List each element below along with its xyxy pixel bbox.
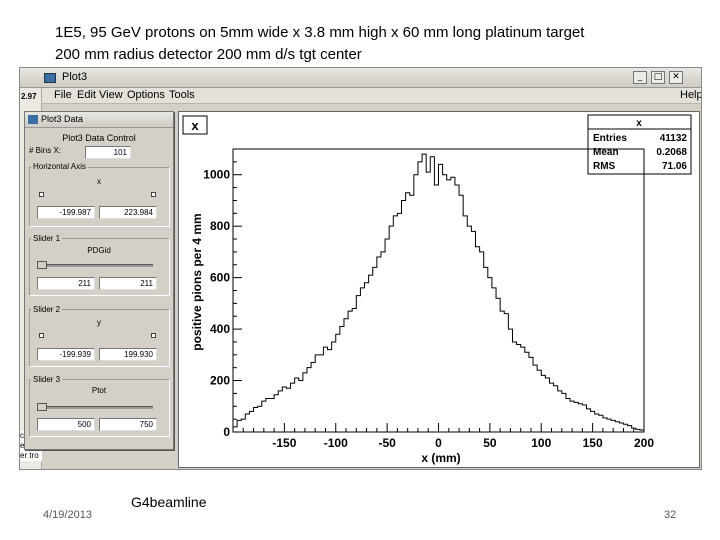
slider1-label: Slider 1 (31, 234, 63, 243)
plot-frame (232, 148, 645, 433)
horizontal-max-input[interactable]: 223.984 (99, 206, 157, 219)
x-tick-label: -100 (324, 436, 348, 450)
slider3-min-input[interactable]: 500 (37, 418, 95, 431)
background-window-text: 2.97 (21, 92, 37, 101)
horizontal-axis-group (29, 167, 170, 227)
slide-title-line-1: 1E5, 95 GeV protons on 5mm wide x 3.8 mm… (55, 24, 585, 41)
menu-tools[interactable]: Tools (169, 89, 195, 101)
menu-bar: File Edit View Options Tools Help (20, 88, 701, 104)
y-tick-label: 800 (210, 219, 230, 233)
slider3-max-input[interactable]: 750 (99, 418, 157, 431)
tick-labels: -150 -100 -50 0 50 100 150 200 0 200 400 600 800 1000 (203, 168, 654, 450)
slide-title-line-2: 200 mm radius detector 200 mm d/s tgt ce… (55, 46, 362, 63)
bins-label: # Bins X: (29, 146, 62, 155)
plot3-data-panel: Plot3 Data Plot3 Data Control # Bins X: … (24, 111, 174, 450)
x-tick-label: -150 (272, 436, 296, 450)
window-title: Plot3 (62, 71, 88, 83)
slider3-group (29, 379, 170, 437)
footer-date: 4/19/2013 (43, 509, 92, 521)
slider1-max-input[interactable]: 211 (99, 277, 157, 290)
x-axis-title: x (mm) (421, 451, 460, 465)
slider2-variable[interactable]: y (97, 318, 101, 327)
stats-rms-value: 71.06 (662, 161, 687, 172)
y-tick-label: 1000 (203, 168, 230, 182)
panel-title: Plot3 Data (41, 114, 84, 124)
stats-entries-label: Entries (593, 133, 627, 144)
y-tick-label: 600 (210, 271, 230, 285)
menu-help[interactable]: Help (680, 89, 702, 101)
slider3-variable[interactable]: Ptot (91, 386, 107, 395)
axis-ticks (232, 148, 645, 433)
slider1-variable[interactable]: PDGid (87, 246, 111, 255)
maximize-button[interactable]: □ (651, 71, 665, 84)
stats-mean-value: 0.2068 (656, 147, 687, 158)
stats-mean-label: Mean (593, 147, 619, 158)
hist-title-box (182, 115, 208, 135)
page-number: 32 (664, 509, 677, 521)
slider1-knob[interactable] (37, 261, 47, 269)
y-tick-label: 200 (210, 374, 230, 388)
window-app-icon (44, 73, 56, 83)
horizontal-axis-label: Horizontal Axis (31, 162, 88, 171)
panel-app-icon (28, 115, 38, 124)
x-tick-label: 100 (531, 436, 551, 450)
slider2-min-input[interactable]: -199.939 (37, 348, 95, 361)
x-tick-label: 200 (634, 436, 654, 450)
close-button[interactable]: ✕ (669, 71, 683, 84)
menu-options[interactable]: Options (127, 89, 165, 101)
slider2-min-handle[interactable] (39, 333, 44, 338)
y-tick-label: 0 (223, 425, 230, 439)
horizontal-max-handle[interactable] (151, 192, 156, 197)
x-tick-label: 150 (583, 436, 603, 450)
panel-titlebar[interactable]: Plot3 Data (25, 112, 173, 128)
slider3-label: Slider 3 (31, 375, 63, 384)
slider1-group (29, 238, 170, 296)
histogram-series-line (233, 153, 644, 431)
slider2-max-input[interactable]: 199.930 (99, 348, 157, 361)
panel-heading: Plot3 Data Control (62, 133, 136, 143)
x-tick-label: 50 (483, 436, 497, 450)
hist-title: x (191, 118, 199, 133)
slider2-max-handle[interactable] (151, 333, 156, 338)
stats-entries-value: 41132 (660, 133, 688, 144)
slider3-knob[interactable] (37, 403, 47, 411)
horizontal-min-input[interactable]: -199.987 (37, 206, 95, 219)
horizontal-min-handle[interactable] (39, 192, 44, 197)
menu-view[interactable]: View (99, 89, 123, 101)
bins-input[interactable]: 101 (85, 146, 131, 159)
slider2-label: Slider 2 (31, 305, 63, 314)
window-titlebar[interactable]: Plot3 _ □ ✕ (20, 68, 701, 88)
menu-edit[interactable]: Edit (77, 89, 96, 101)
stats-rms-label: RMS (593, 161, 616, 172)
x-tick-label: -50 (378, 436, 396, 450)
slide-title: 1E5, 95 GeV protons on 5mm wide x 3.8 mm… (55, 22, 584, 66)
horizontal-axis-variable[interactable]: x (97, 177, 101, 186)
histogram-chart: x x Entries 41132 Mean 0.2068 RMS 71.06 … (182, 114, 692, 465)
slider2-group (29, 309, 170, 367)
y-tick-label: 400 (210, 322, 230, 336)
footer-label: G4beamline (131, 494, 207, 510)
minimize-button[interactable]: _ (633, 71, 647, 84)
stats-box (587, 114, 692, 175)
slider1-min-input[interactable]: 211 (37, 277, 95, 290)
menu-file[interactable]: File (54, 89, 72, 101)
fragment-line: er tro (20, 451, 39, 460)
y-axis-title: positive pions per 4 mm (190, 213, 204, 350)
x-tick-label: 0 (435, 436, 442, 450)
slider3-track[interactable] (37, 406, 153, 409)
stats-title: x (636, 118, 642, 129)
plot-canvas[interactable]: x x Entries 41132 Mean 0.2068 RMS 71.06 … (178, 111, 700, 468)
slider1-track[interactable] (37, 264, 153, 267)
fragment-line: e (20, 441, 25, 450)
